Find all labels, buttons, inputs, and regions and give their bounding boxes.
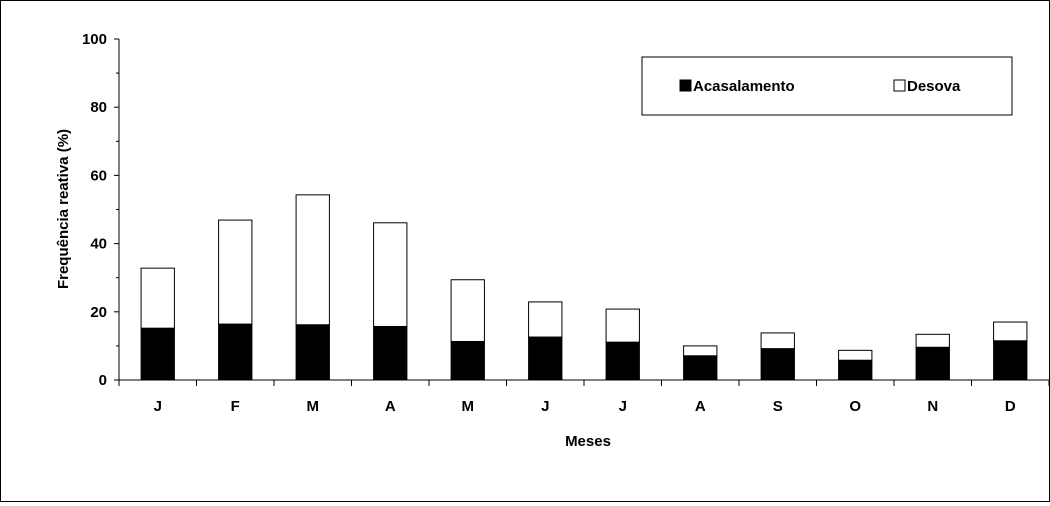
bar-segment-desova: [528, 301, 563, 338]
legend-label-acasalamento: Acasalamento: [693, 78, 795, 95]
x-tick-label: A: [695, 398, 706, 415]
bar-segment-acasalamento: [683, 355, 718, 381]
y-axis-label: Frequência reativa (%): [55, 129, 72, 289]
y-axis: 0 20 40 60 80 100: [82, 31, 120, 389]
x-tick-label: M: [307, 398, 320, 415]
bar-segment-acasalamento: [760, 348, 795, 381]
bar-segment-acasalamento: [450, 340, 485, 381]
bar-segment-acasalamento: [605, 341, 640, 381]
x-tick-label: A: [385, 398, 396, 415]
bar-segment-desova: [838, 349, 873, 361]
bars: [140, 194, 1028, 381]
x-tick-label: S: [773, 398, 783, 415]
bar-segment-acasalamento: [993, 340, 1028, 381]
x-axis-label: Meses: [565, 433, 611, 450]
legend-label-desova: Desova: [907, 78, 961, 95]
y-tick-label: 100: [82, 31, 107, 48]
y-tick-label: 40: [90, 236, 107, 253]
x-tick-label: F: [231, 398, 240, 415]
x-tick-label: N: [927, 398, 938, 415]
bar-segment-acasalamento: [838, 359, 873, 381]
bar-segment-desova: [450, 279, 485, 342]
bar-segment-acasalamento: [218, 323, 253, 381]
x-tick-label: O: [849, 398, 861, 415]
legend-swatch-desova: [893, 79, 906, 92]
bar-segment-desova: [760, 332, 795, 350]
x-tick-label: J: [541, 398, 549, 415]
legend: Acasalamento Desova: [641, 56, 1013, 116]
bar-segment-desova: [218, 219, 253, 325]
x-tick-label: M: [462, 398, 475, 415]
bar-segment-desova: [915, 333, 950, 348]
bar-segment-desova: [140, 267, 175, 329]
bar-segment-desova: [683, 345, 718, 357]
y-tick-label: 20: [90, 304, 107, 321]
y-tick-label: 60: [90, 167, 107, 184]
x-tick-label: J: [619, 398, 627, 415]
x-tick-label: J: [154, 398, 162, 415]
y-tick-label: 0: [99, 372, 107, 389]
legend-swatch-acasalamento: [679, 79, 692, 92]
y-tick-label: 80: [90, 99, 107, 116]
legend-box: [641, 56, 1013, 116]
bar-segment-desova: [295, 194, 330, 326]
bar-segment-desova: [605, 308, 640, 343]
bar-segment-acasalamento: [140, 327, 175, 381]
bar-segment-acasalamento: [373, 325, 408, 381]
bar-segment-desova: [993, 321, 1028, 342]
bar-segment-acasalamento: [528, 336, 563, 381]
bar-segment-acasalamento: [295, 324, 330, 381]
bar-segment-desova: [373, 222, 408, 327]
x-tick-label: D: [1005, 398, 1016, 415]
bar-segment-acasalamento: [915, 346, 950, 381]
